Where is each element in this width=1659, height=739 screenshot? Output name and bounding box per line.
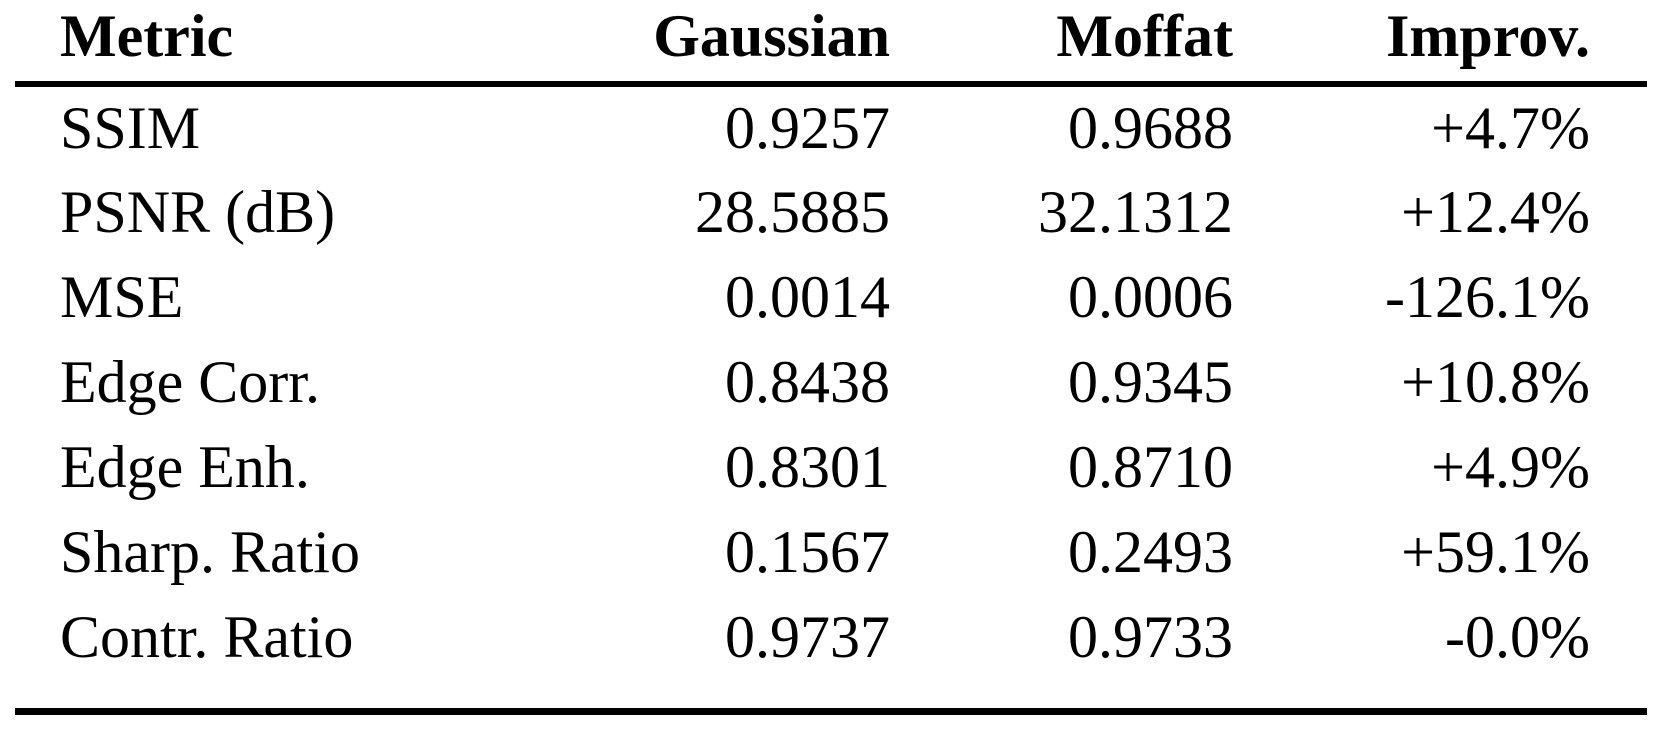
cell-metric-label: MSE	[60, 263, 184, 330]
cell-gaussian-value: 0.8301	[725, 433, 890, 500]
cell-metric-label: PSNR (dB)	[60, 178, 336, 245]
cell-gaussian-value: 28.5885	[695, 178, 890, 245]
cell-metric-label: Edge Corr.	[60, 348, 320, 415]
table-row-psnr: PSNR (dB) 28.5885 32.1312 +12.4%	[15, 169, 1647, 254]
cell-metric-label: Contr. Ratio	[60, 603, 354, 670]
table-row-edge-corr: Edge Corr. 0.8438 0.9345 +10.8%	[15, 339, 1647, 424]
cell-gaussian-value: 0.0014	[725, 263, 890, 330]
column-header-metric: Metric	[15, 0, 515, 87]
metrics-comparison-table: Metric Gaussian Moffat Improv. SSIM 0.92…	[15, 0, 1647, 715]
cell-gaussian-value: 0.1567	[725, 518, 890, 585]
cell-improvement-value: +4.9%	[1431, 433, 1590, 500]
cell-gaussian-value: 0.8438	[725, 348, 890, 415]
cell-metric-label: Edge Enh.	[60, 433, 310, 500]
cell-improvement-value: +59.1%	[1401, 518, 1590, 585]
cell-improvement-value: +10.8%	[1401, 348, 1590, 415]
header-row: Metric Gaussian Moffat Improv.	[15, 0, 1647, 87]
cell-moffat-value: 0.2493	[1068, 518, 1233, 585]
cell-metric-label: SSIM	[60, 95, 201, 161]
table-body: SSIM 0.9257 0.9688 +4.7% PSNR (dB) 28.58…	[15, 84, 1647, 711]
cell-moffat-value: 0.9733	[1068, 603, 1233, 670]
table-row-mse: MSE 0.0014 0.0006 -126.1%	[15, 254, 1647, 339]
column-header-improv: Improv.	[1233, 0, 1647, 87]
cell-improvement-value: -126.1%	[1385, 263, 1590, 330]
table-header: Metric Gaussian Moffat Improv.	[15, 0, 1647, 87]
table-row-ssim: SSIM 0.9257 0.9688 +4.7%	[15, 84, 1647, 169]
cell-improvement-value: +4.7%	[1431, 95, 1590, 161]
cell-improvement-value: +12.4%	[1401, 178, 1590, 245]
table-row-contr-ratio: Contr. Ratio 0.9737 0.9733 -0.0%	[15, 594, 1647, 679]
column-header-moffat: Moffat	[890, 0, 1233, 87]
cell-moffat-value: 0.9345	[1068, 348, 1233, 415]
column-header-gaussian: Gaussian	[515, 0, 890, 87]
cell-moffat-value: 0.0006	[1068, 263, 1233, 330]
cell-moffat-value: 0.9688	[1068, 95, 1233, 161]
cell-gaussian-value: 0.9737	[725, 603, 890, 670]
cell-improvement-value: -0.0%	[1445, 603, 1590, 670]
table-row-sharp-ratio: Sharp. Ratio 0.1567 0.2493 +59.1%	[15, 509, 1647, 594]
cell-gaussian-value: 0.9257	[725, 95, 890, 161]
cell-moffat-value: 0.8710	[1068, 433, 1233, 500]
bottom-spacer	[15, 679, 1647, 711]
table-row-edge-enh: Edge Enh. 0.8301 0.8710 +4.9%	[15, 424, 1647, 509]
cell-metric-label: Sharp. Ratio	[60, 518, 360, 585]
cell-moffat-value: 32.1312	[1038, 178, 1233, 245]
